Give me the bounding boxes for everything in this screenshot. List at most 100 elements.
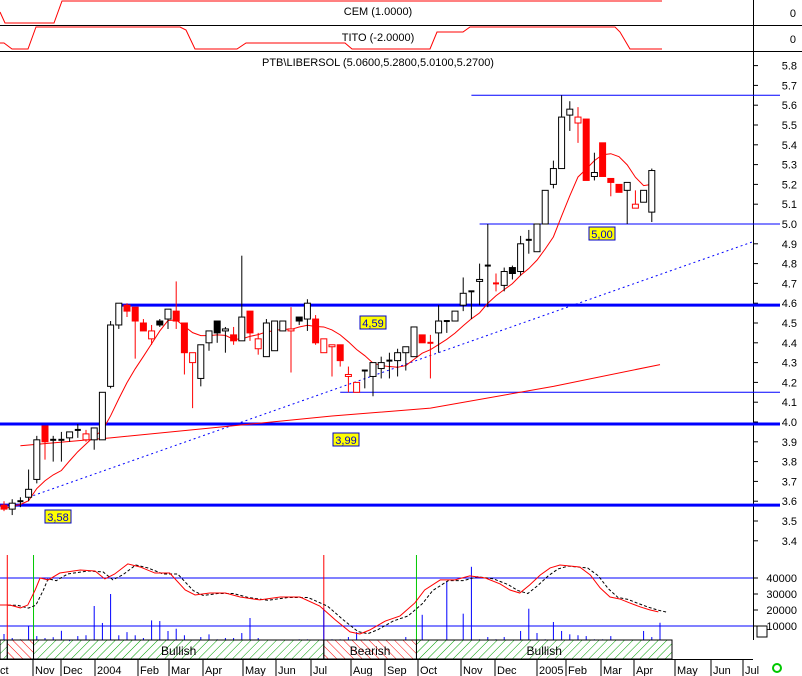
candle	[148, 324, 156, 345]
candle	[558, 95, 566, 170]
candle-body	[287, 328, 295, 332]
candle-body	[90, 427, 98, 441]
time-tick-label: Jul	[745, 665, 759, 676]
time-tick-label: Aug	[353, 665, 373, 676]
candle	[410, 326, 418, 358]
candle-body	[377, 362, 385, 370]
candle	[8, 499, 16, 516]
candle-body	[33, 439, 41, 480]
candle	[33, 435, 41, 484]
oscillator-line	[0, 563, 659, 635]
candle	[517, 235, 525, 276]
candlesticks	[0, 95, 656, 516]
candle	[279, 320, 287, 332]
volume-bars	[3, 566, 661, 642]
candle-body	[303, 302, 311, 320]
candle-body	[172, 310, 180, 322]
price-tick-label: 4.7	[782, 278, 797, 290]
tito-panel[interactable]: TITO (-2.0000) 0	[0, 26, 796, 50]
price-tick-label: 3.8	[782, 457, 797, 469]
candle	[139, 319, 147, 332]
candle	[115, 302, 123, 329]
time-tick-label: May	[245, 665, 266, 676]
trend-band-bull	[0, 639, 8, 660]
candle	[599, 142, 607, 177]
candle	[493, 273, 499, 292]
time-tick-label: Oct	[420, 665, 437, 676]
price-tick-label: 5.7	[782, 80, 797, 92]
volume-tick-label: 20000	[766, 605, 797, 617]
candle-body	[180, 322, 188, 354]
candle-body	[25, 488, 33, 498]
candle-body	[410, 326, 418, 358]
moving-averages	[3, 153, 753, 510]
time-tick-label: ct	[0, 665, 9, 676]
trend-band-bear	[6, 639, 35, 660]
price-tick-label: 3.5	[782, 516, 797, 528]
candle	[58, 431, 65, 462]
candle	[640, 189, 648, 203]
candle-body	[295, 316, 303, 322]
cem-panel[interactable]: CEM (1.0000) 0	[0, 0, 796, 24]
price-tick-label: 5.4	[782, 140, 797, 152]
candle	[205, 330, 213, 351]
candle	[271, 320, 279, 352]
candle	[180, 322, 188, 375]
candle	[344, 366, 352, 393]
candle	[0, 501, 8, 512]
level-tag	[588, 226, 616, 241]
candle-body	[156, 320, 164, 326]
time-tick-label: Jun	[713, 665, 731, 676]
candle-body	[0, 504, 8, 510]
level-tag-label: 5,00	[591, 229, 612, 241]
time-tick-label: Feb	[568, 665, 587, 676]
candle-body	[418, 334, 426, 344]
candle	[394, 348, 402, 377]
price-tick-label: 4.3	[782, 358, 797, 370]
cem-axis-label: 0	[790, 8, 796, 20]
scroll-box[interactable]	[756, 625, 768, 638]
candle	[451, 310, 459, 322]
candle	[131, 306, 139, 359]
candle	[17, 497, 24, 508]
candle-body	[402, 346, 410, 354]
status-indicator-icon	[772, 663, 782, 673]
candle	[427, 334, 434, 379]
candle	[402, 346, 410, 371]
candle-body	[189, 352, 197, 364]
tito-line	[0, 26, 662, 50]
cem-line	[0, 0, 662, 24]
price-tick-label: 5.5	[782, 120, 797, 132]
candle	[582, 118, 590, 181]
candle	[631, 190, 639, 209]
candle-body	[213, 320, 221, 334]
candle	[197, 344, 205, 387]
candle-body	[631, 203, 639, 209]
candle	[541, 189, 549, 225]
candle	[246, 310, 254, 341]
candle	[25, 469, 33, 502]
candle-body	[623, 181, 631, 191]
candle	[549, 160, 557, 189]
oscillator	[0, 563, 667, 635]
price-tick-label: 3.6	[782, 496, 797, 508]
candle-body	[262, 322, 270, 358]
candle-body	[238, 316, 246, 342]
candle	[443, 320, 450, 333]
candle-body	[8, 502, 16, 510]
tito-axis-label: 0	[790, 34, 796, 46]
price-tick-label: 5.0	[782, 219, 797, 231]
candle	[312, 315, 320, 345]
candle-body	[451, 310, 459, 322]
time-tick-label: Sep	[387, 665, 407, 676]
price-tick-label: 4.2	[782, 377, 797, 389]
level-tag	[44, 509, 72, 524]
candle	[361, 369, 368, 389]
candle-body	[607, 177, 615, 183]
candle	[66, 431, 74, 442]
candle-body	[590, 172, 598, 177]
trend-bands: Bullish Bearish Bullish	[0, 639, 673, 660]
trendline	[28, 241, 753, 498]
candle-body	[271, 320, 279, 352]
